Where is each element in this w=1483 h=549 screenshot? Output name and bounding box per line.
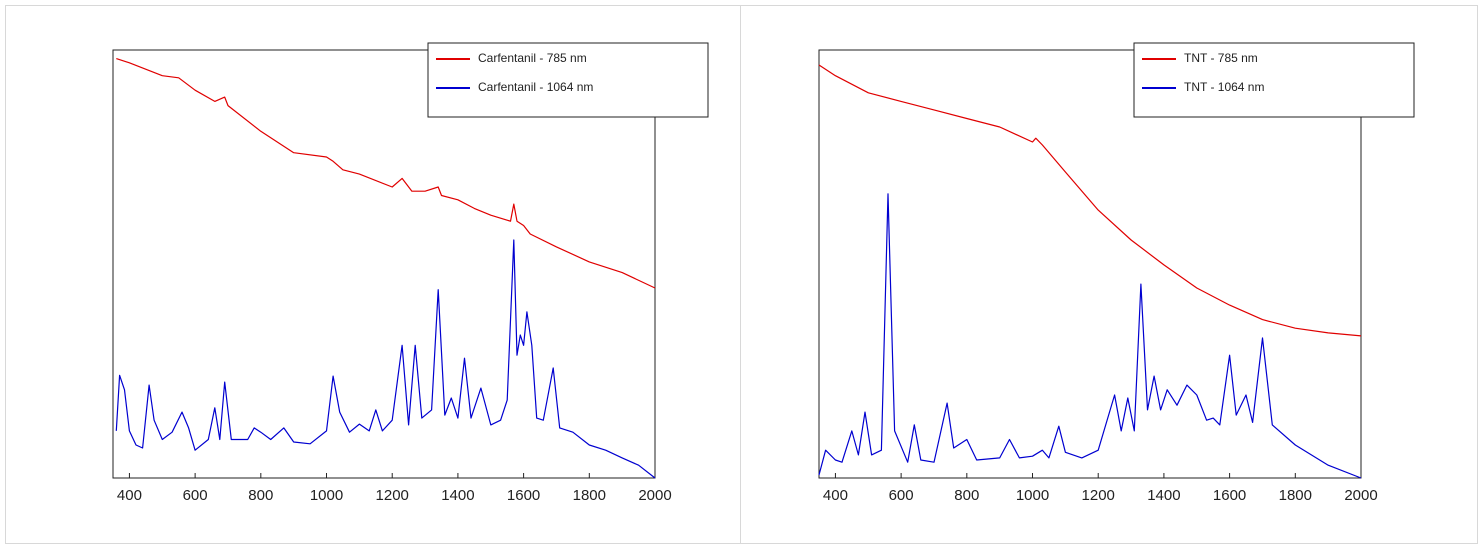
legend-label: TNT - 785 nm [1184, 51, 1258, 65]
plot-frame [818, 49, 1362, 479]
x-tick-label: 1600 [507, 487, 540, 504]
x-tick-label: 1200 [1082, 487, 1115, 504]
data-line [818, 64, 1362, 337]
x-tick-label: 600 [889, 487, 914, 504]
data-line [115, 239, 656, 479]
data-line [116, 58, 656, 289]
x-tick-label: 1600 [1213, 487, 1246, 504]
legend-label: TNT - 1064 nm [1184, 80, 1264, 94]
x-tick-label: 1400 [1147, 487, 1180, 504]
x-tick-label: 1000 [1016, 487, 1049, 504]
legend [427, 42, 709, 118]
x-tick-label: 1200 [376, 487, 409, 504]
x-tick-label: 1800 [1279, 487, 1312, 504]
plot-frame [112, 49, 656, 479]
x-tick-label: 1400 [441, 487, 474, 504]
x-tick-label: 400 [823, 487, 848, 504]
x-tick-label: 800 [248, 487, 273, 504]
x-tick-label: 2000 [1344, 487, 1377, 504]
legend [1133, 42, 1415, 118]
x-tick-label: 800 [954, 487, 979, 504]
data-line [818, 193, 1362, 479]
legend-label: Carfentanil - 1064 nm [478, 80, 593, 94]
x-tick-label: 600 [183, 487, 208, 504]
legend-label: Carfentanil - 785 nm [478, 51, 587, 65]
x-tick-label: 1800 [573, 487, 606, 504]
x-tick-label: 2000 [638, 487, 671, 504]
x-tick-label: 1000 [310, 487, 343, 504]
x-tick-label: 400 [117, 487, 142, 504]
